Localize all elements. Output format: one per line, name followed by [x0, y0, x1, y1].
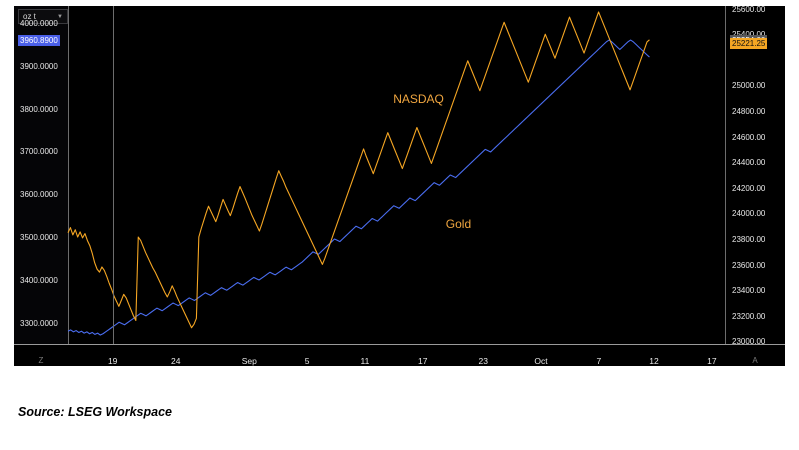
right-axis-tick: 23200.00	[732, 311, 766, 321]
x-axis-tick: Sep	[241, 356, 257, 366]
chevron-down-icon: ▼	[57, 13, 63, 20]
x-axis-tick: 11	[360, 356, 370, 366]
x-axis-zoom-button[interactable]: Z	[38, 356, 44, 365]
left-axis-tick: 3400.0000	[20, 275, 58, 285]
right-axis-tick: 23000.00	[732, 337, 766, 347]
x-axis-tick: 24	[171, 356, 181, 366]
series-label-gold: Gold	[445, 217, 472, 232]
left-axis-current-value-badge: 3960.8900	[18, 34, 60, 46]
left-axis-tick: 3600.0000	[20, 190, 58, 200]
series-line-gold	[67, 11, 650, 329]
right-axis-tick: 24800.00	[732, 106, 766, 116]
right-axis-divider	[725, 6, 726, 344]
right-price-scale[interactable]	[726, 6, 785, 344]
plot-background	[14, 6, 785, 366]
series-line-nasdaq	[67, 39, 650, 336]
x-axis-tick: 17	[707, 356, 717, 366]
x-axis-start-divider	[112, 6, 114, 344]
x-axis-tick: 17	[418, 356, 428, 366]
right-axis-current-value-badge: 25221.25	[730, 38, 768, 50]
right-axis-tick: 24600.00	[732, 132, 766, 142]
x-axis-tick: 23	[478, 356, 488, 366]
left-axis-tick: 4000.0000	[20, 19, 58, 29]
left-axis-tick: 3500.0000	[20, 233, 58, 243]
x-axis-tick: 5	[304, 356, 310, 366]
unit-dropdown[interactable]: oz t ▼	[18, 9, 68, 24]
x-axis-tick: 7	[596, 356, 602, 366]
x-axis-tick: Oct	[534, 356, 548, 366]
left-axis-tick: 3900.0000	[20, 61, 58, 71]
unit-dropdown-value: oz t	[23, 12, 36, 21]
x-axis-auto-button[interactable]: A	[752, 356, 758, 365]
x-axis-line	[14, 344, 785, 345]
x-axis-tick: 12	[649, 356, 659, 366]
right-axis-tick: 23600.00	[732, 260, 766, 270]
series-label-nasdaq: NASDAQ	[393, 92, 444, 107]
x-axis-tick: 19	[107, 356, 118, 366]
left-price-scale[interactable]	[14, 6, 68, 344]
right-axis-tick: 24200.00	[732, 183, 766, 193]
right-axis-tick: 25400.00	[732, 30, 765, 39]
right-axis-tick: 24400.00	[732, 158, 766, 168]
left-axis-tick: 3800.0000	[20, 104, 58, 114]
left-axis-divider	[68, 6, 69, 344]
right-axis-tick: 25600.00	[732, 6, 766, 14]
left-axis-tick: 3300.0000	[20, 318, 58, 328]
right-axis-tick: 23400.00	[732, 286, 766, 296]
price-series-plot	[67, 11, 650, 336]
chart-terminal-panel: oz t ▼ NASDAQ Gold 4000.0000 3900.0000 380…	[14, 6, 785, 366]
right-axis-tick: 24000.00	[732, 209, 766, 219]
right-axis-tick: 23800.00	[732, 235, 766, 244]
source-caption: Source: LSEG Workspace	[18, 405, 172, 419]
right-axis-tick: 25000.00	[732, 81, 766, 91]
left-axis-tick: 3700.0000	[20, 147, 58, 157]
